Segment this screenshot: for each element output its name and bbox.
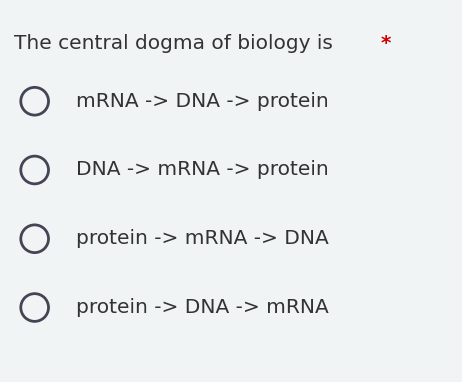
Text: protein -> DNA -> mRNA: protein -> DNA -> mRNA — [76, 298, 329, 317]
Text: The central dogma of biology is: The central dogma of biology is — [14, 34, 339, 53]
Text: DNA -> mRNA -> protein: DNA -> mRNA -> protein — [76, 160, 329, 180]
Text: *: * — [381, 34, 391, 53]
Text: mRNA -> DNA -> protein: mRNA -> DNA -> protein — [76, 92, 329, 111]
Text: protein -> mRNA -> DNA: protein -> mRNA -> DNA — [76, 229, 329, 248]
